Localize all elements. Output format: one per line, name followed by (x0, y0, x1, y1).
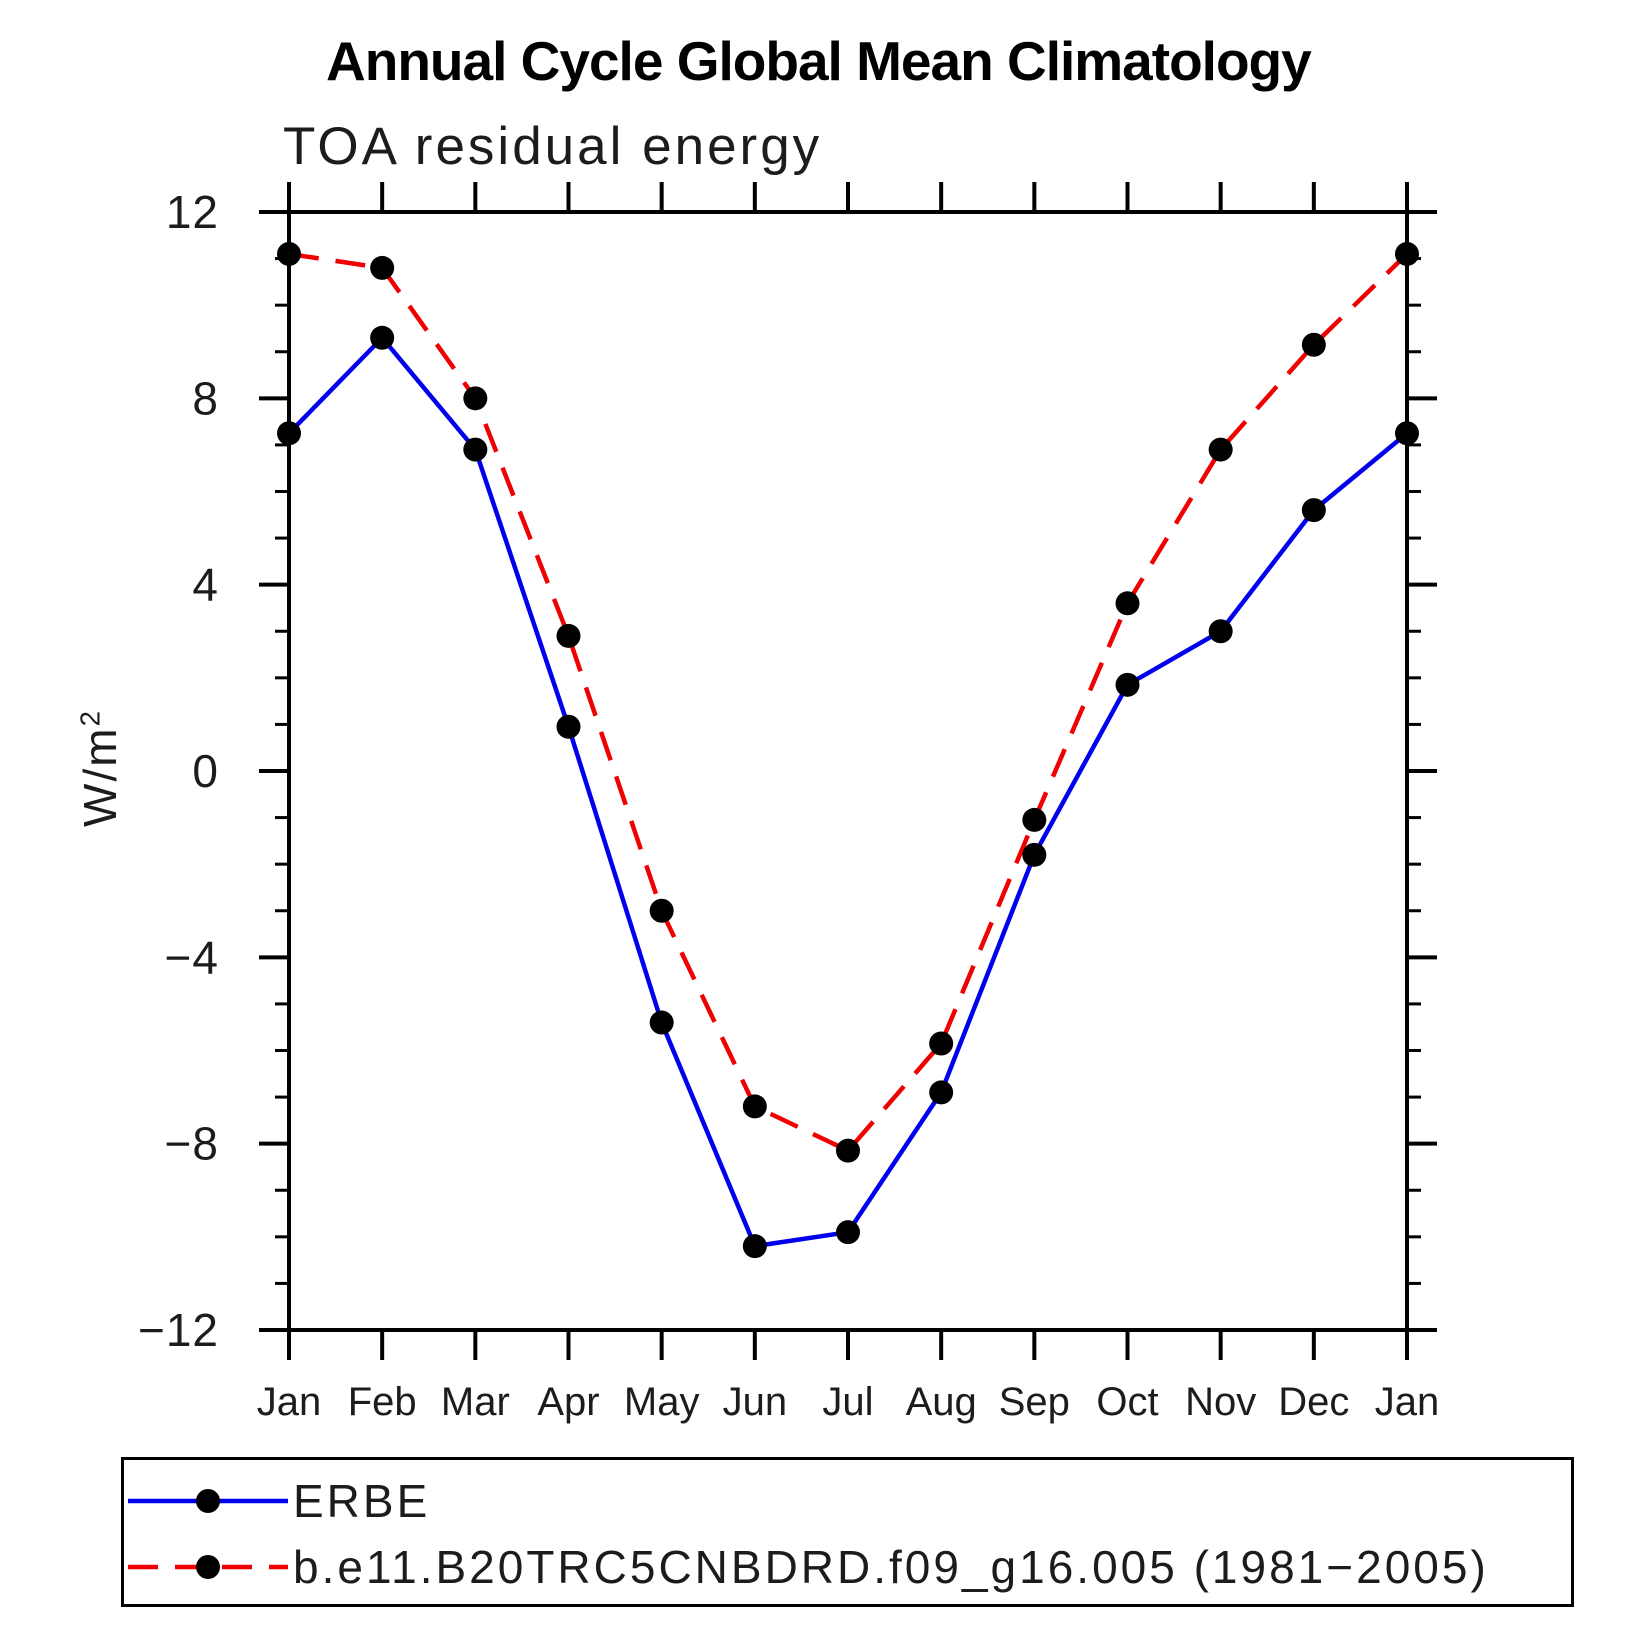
data-point-marker (742, 1234, 767, 1259)
y-tick-label: −12 (138, 1304, 219, 1356)
legend-label: b.e11.B20TRC5CNBDRD.f09_g16.005 (1981−20… (293, 1541, 1489, 1593)
data-point-marker (1395, 241, 1419, 266)
data-point-marker (1395, 421, 1419, 446)
legend-line-sample (128, 1555, 288, 1579)
plot-frame (287, 210, 1409, 1332)
data-point-marker (1115, 591, 1140, 616)
x-tick-label: Jul (822, 1380, 873, 1424)
data-point-marker (277, 241, 301, 266)
y-tick-label: 8 (192, 372, 219, 424)
data-point-marker (1022, 842, 1047, 867)
legend-line-sample (128, 1489, 288, 1513)
x-tick-label: Mar (441, 1380, 510, 1424)
legend-box (121, 1457, 1574, 1607)
data-point-marker (1208, 437, 1233, 462)
x-tick-label: Feb (348, 1380, 417, 1424)
data-point-marker (836, 1138, 860, 1163)
legend-label: ERBE (293, 1475, 431, 1527)
data-point-marker (1301, 332, 1326, 357)
y-tick-label: −4 (165, 931, 219, 983)
x-tick-label: May (624, 1380, 700, 1424)
x-tick-label: Apr (537, 1380, 599, 1424)
data-point-marker (370, 255, 395, 280)
data-point-marker (649, 898, 674, 923)
x-tick-label: Oct (1096, 1380, 1158, 1424)
data-point-marker (370, 325, 395, 350)
data-point-marker (836, 1220, 860, 1245)
data-point-marker (556, 714, 581, 739)
y-tick-label: 12 (166, 186, 219, 238)
data-point-marker (556, 623, 581, 648)
x-tick-label: Dec (1278, 1380, 1349, 1424)
data-point-marker (742, 1094, 767, 1119)
y-tick-label: 4 (192, 559, 219, 611)
data-point-marker (463, 386, 488, 411)
data-point-marker (1115, 672, 1140, 697)
x-tick-label: Aug (906, 1380, 977, 1424)
data-point-marker (1301, 498, 1326, 523)
series-line (287, 334, 1409, 1249)
x-tick-label: Jun (723, 1380, 788, 1424)
legend-marker-icon (196, 1489, 220, 1513)
data-point-marker (929, 1031, 954, 1056)
x-tick-label: Nov (1185, 1380, 1256, 1424)
y-tick-label: 0 (192, 745, 219, 797)
data-point-marker (277, 421, 301, 446)
data-point-marker (649, 1010, 674, 1035)
data-point-marker (1208, 619, 1233, 644)
y-tick-label: −8 (165, 1118, 219, 1170)
x-tick-label: Jan (257, 1380, 322, 1424)
data-point-marker (929, 1080, 954, 1105)
series-line (288, 251, 1409, 1154)
x-tick-label: Jan (1375, 1380, 1440, 1424)
chart-subtitle: TOA residual energy (283, 117, 823, 176)
legend-marker-icon (196, 1555, 220, 1579)
x-tick-label: Sep (999, 1380, 1070, 1424)
legend-row: b.e11.B20TRC5CNBDRD.f09_g16.005 (1981−20… (128, 1541, 1489, 1593)
chart-title: Annual Cycle Global Mean Climatology (326, 30, 1312, 92)
data-point-marker (463, 437, 488, 462)
data-point-marker (1022, 807, 1047, 832)
legend-row: ERBE (128, 1475, 430, 1527)
